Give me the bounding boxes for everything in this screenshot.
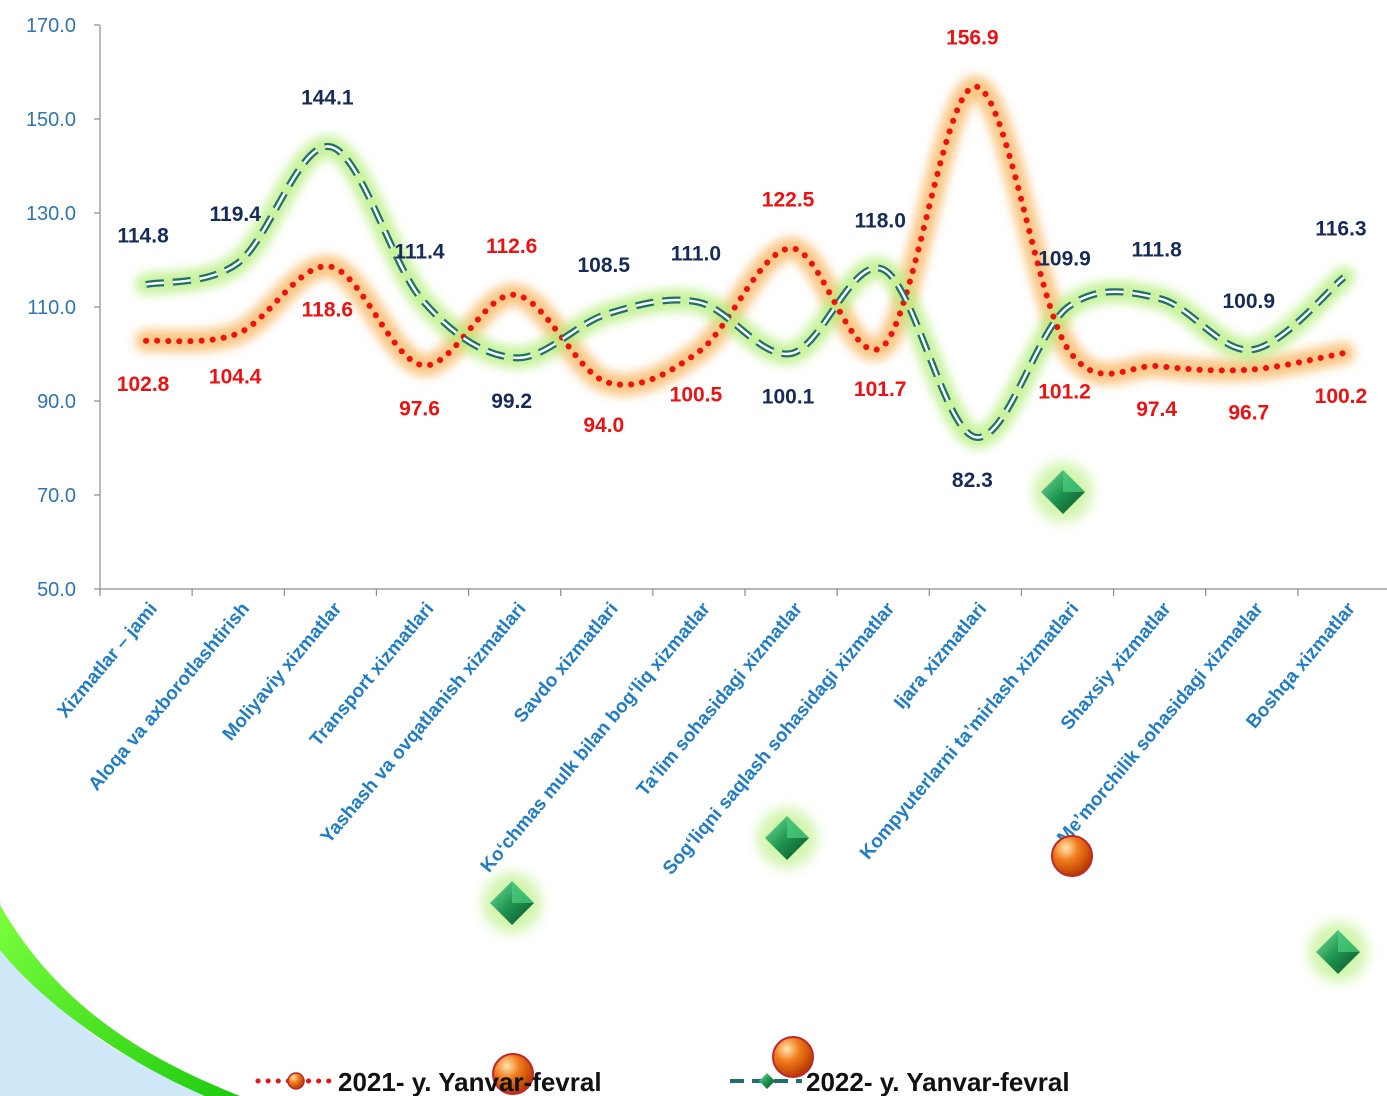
y-axis: 50.0 70.0 90.0 110.0 130.0 150.0 170.0 [26, 15, 101, 601]
data-label-2021: 100.2 [1315, 385, 1368, 408]
data-label-2022: 109.9 [1038, 247, 1091, 270]
data-label-2021: 104.4 [209, 365, 262, 388]
y-tick-label: 130.0 [26, 203, 76, 225]
corner-swoosh-decoration [0, 900, 240, 1096]
x-tick-label: Ijara xizmatlari [890, 599, 991, 714]
data-label-2022: 119.4 [210, 203, 262, 226]
data-label-2021: 100.5 [670, 384, 723, 407]
legend-ball-icon [287, 1072, 305, 1090]
x-tick-label: Kompyuterlarni ta’mirlash xizmatlari [856, 599, 1083, 864]
legend-gem-icon [759, 1073, 775, 1089]
x-tick-label: Me’morchilik sohasidagi xizmatlar [1053, 598, 1268, 848]
data-label-2022: 82.3 [952, 469, 993, 492]
data-label-2021: 94.0 [583, 414, 624, 437]
data-label-2022: 118.0 [855, 209, 906, 232]
green-gem-icon [482, 873, 542, 933]
data-label-2021: 101.7 [854, 378, 907, 401]
data-label-2022: 100.1 [762, 386, 815, 409]
data-label-2021: 122.5 [762, 188, 815, 211]
orange-ball-icon [1051, 835, 1093, 877]
data-label-2022: 114.8 [117, 224, 169, 247]
data-label-2021: 156.9 [946, 27, 999, 50]
y-tick-label: 170.0 [26, 15, 76, 37]
data-labels: 102.8 114.8 104.4 119.4 118.6 144.1 97.6 111.4 1… [117, 27, 1367, 493]
x-tick-label: Xizmatlar – jami [53, 599, 161, 723]
legend-label-2022: 2022- y. Yanvar-fevral [806, 1067, 1070, 1096]
orange-ball-icon [492, 1053, 534, 1095]
series-lines [143, 83, 1347, 441]
green-gem-icon [1033, 462, 1093, 522]
green-gem-icon [1308, 922, 1368, 982]
x-tick-label: Aloqa va axborotlashtirish [85, 599, 254, 795]
data-label-2022: 99.2 [491, 390, 532, 413]
legend: 2021- y. Yanvar-fevral 2022- y. Yanvar-f… [255, 1067, 1070, 1096]
data-label-2021: 96.7 [1228, 402, 1269, 425]
data-label-2021: 97.6 [399, 397, 440, 420]
y-tick-label: 90.0 [37, 391, 76, 413]
x-tick-label: Yashash va ovqatlanish xizmatlari [317, 599, 531, 848]
x-tick-label: Savdo xizmatlari [510, 599, 622, 727]
data-label-2021: 97.4 [1136, 398, 1177, 421]
data-label-2022: 111.8 [1132, 239, 1183, 262]
green-gem-icon [757, 808, 817, 868]
data-label-2022: 116.3 [1315, 217, 1366, 240]
series-line-2022-inner [145, 145, 1345, 439]
data-label-2022: 100.9 [1223, 290, 1276, 313]
series-glows [135, 75, 1355, 449]
data-label-2021: 102.8 [117, 373, 170, 396]
legend-item-2022: 2022- y. Yanvar-fevral [730, 1067, 1070, 1096]
data-label-2022: 111.0 [671, 242, 721, 265]
series-line-2021 [143, 83, 1347, 388]
x-tick-label: Ta’lim sohasidagi xizmatlar [633, 598, 807, 800]
data-label-2022: 108.5 [578, 254, 631, 277]
y-tick-label: 150.0 [26, 109, 76, 131]
y-tick-label: 50.0 [37, 579, 76, 601]
data-label-2021: 118.6 [302, 299, 353, 322]
data-label-2021: 112.6 [486, 235, 537, 258]
data-label-2021: 101.2 [1038, 380, 1091, 403]
decorative-ornaments [482, 462, 1368, 1095]
orange-ball-icon [772, 1036, 814, 1078]
legend-item-2021: 2021- y. Yanvar-fevral [255, 1067, 602, 1096]
y-tick-label: 110.0 [27, 297, 76, 319]
data-label-2022: 111.4 [394, 240, 445, 263]
y-tick-label: 70.0 [37, 485, 76, 507]
data-label-2022: 144.1 [301, 87, 354, 110]
legend-label-2021: 2021- y. Yanvar-fevral [338, 1067, 602, 1096]
